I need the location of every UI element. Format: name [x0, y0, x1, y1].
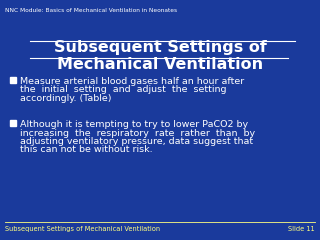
- Text: Subsequent Settings of: Subsequent Settings of: [53, 40, 267, 55]
- Text: Measure arterial blood gases half an hour after: Measure arterial blood gases half an hou…: [20, 77, 244, 86]
- Bar: [10, 120, 16, 126]
- Text: adjusting ventilatory pressure, data suggest that: adjusting ventilatory pressure, data sug…: [20, 137, 253, 146]
- Text: increasing  the  respiratory  rate  rather  than  by: increasing the respiratory rate rather t…: [20, 128, 255, 138]
- Text: Subsequent Settings of Mechanical Ventilation: Subsequent Settings of Mechanical Ventil…: [5, 226, 160, 232]
- Text: this can not be without risk.: this can not be without risk.: [20, 145, 153, 155]
- Text: accordingly. (Table): accordingly. (Table): [20, 94, 111, 103]
- Text: the  initial  setting  and  adjust  the  setting: the initial setting and adjust the setti…: [20, 85, 227, 95]
- Text: Slide 11: Slide 11: [288, 226, 315, 232]
- Text: Mechanical Ventilation: Mechanical Ventilation: [57, 57, 263, 72]
- Text: NNC Module: Basics of Mechanical Ventilation in Neonates: NNC Module: Basics of Mechanical Ventila…: [5, 8, 177, 13]
- Bar: [10, 77, 16, 83]
- Text: Although it is tempting to try to lower PaCO2 by: Although it is tempting to try to lower …: [20, 120, 248, 129]
